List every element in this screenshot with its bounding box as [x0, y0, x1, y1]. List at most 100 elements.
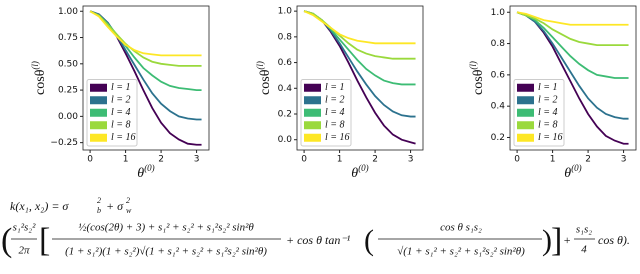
y-tick-label: 0.00 [58, 112, 78, 122]
x-axis-label: θ(0) [351, 163, 368, 181]
legend-swatch [304, 133, 321, 142]
eq-sup: 2 [126, 196, 130, 205]
x-label-base: θ [137, 166, 144, 181]
y-label-sup: (l) [255, 61, 265, 70]
x-tick-label: 3 [621, 155, 627, 165]
x-axis-label: θ(0) [137, 163, 154, 181]
y-tick-label: 0.25 [58, 86, 78, 96]
y-label-sup: (l) [30, 61, 40, 70]
x-tick-label: 2 [158, 155, 164, 165]
legend-swatch [90, 83, 107, 92]
plot-frame [82, 5, 210, 151]
legend-swatch [90, 133, 107, 142]
legend: l = 1 l = 2l = 4 l = 8l = 16 [300, 79, 352, 147]
series-line [89, 10, 202, 67]
legend-label: l = 8 [538, 120, 558, 131]
series-line [303, 10, 416, 86]
legend: l = 1 l = 2l = 4 l = 8l = 16 [86, 79, 138, 147]
y-label-sup: (l) [468, 61, 478, 70]
eq-num: ½(cos(2θ) + 3) + s₁² + s₂² + s₁²s₂² sin²… [78, 222, 254, 234]
eq-paren: ( [364, 224, 374, 257]
x-tick-label: 0 [301, 155, 307, 165]
y-tick-label: 0.0 [278, 135, 293, 145]
legend-swatch [90, 121, 107, 130]
legend-swatch [304, 108, 321, 117]
eq-den: (1 + s₁²)(1 + s₂²)√(1 + s₁² + s₂² + s₁²s… [65, 246, 267, 258]
chart-panel: −0.25 0.00 0.25 0.50 0.75 1.00 0 1 2 3 cosθ(l) θ(0)… [30, 5, 210, 181]
legend-label: l = 4 [538, 107, 558, 118]
legend-label: l = 2 [325, 95, 345, 106]
legend: l = 1 l = 2l = 4 l = 8l = 16 [513, 79, 565, 147]
eq-bracket: [ [39, 222, 50, 259]
series-line [303, 10, 416, 45]
x-axis-label: θ(0) [564, 163, 581, 181]
eq-num: cos θ s₁s₂ [440, 222, 482, 234]
x-label-sup: (0) [571, 163, 582, 173]
legend-swatch [90, 108, 107, 117]
legend-box [86, 79, 138, 147]
eq-paren: ( [1, 222, 12, 259]
legend-swatch [90, 96, 107, 105]
eq-den: 4 [581, 244, 587, 256]
eq-num: s₁²s₂² [13, 222, 37, 234]
x-tick-label: 1 [123, 155, 129, 165]
legend-swatch [517, 96, 534, 105]
y-tick-label: 0.75 [58, 33, 78, 43]
legend-swatch [304, 121, 321, 130]
y-tick-label: 0.8 [491, 39, 506, 49]
legend-swatch [517, 133, 534, 142]
eq-text: + cos θ tan⁻¹ [286, 233, 351, 247]
series-line [516, 11, 629, 79]
series-line [516, 11, 629, 47]
x-tick-label: 2 [372, 155, 378, 165]
x-label-sup: (0) [144, 163, 155, 173]
x-label-base: θ [564, 166, 571, 181]
y-tick-label: 1.0 [278, 7, 293, 17]
legend-label: l = 4 [325, 107, 345, 118]
x-tick-label: 2 [585, 155, 591, 165]
legend-label: l = 8 [325, 120, 345, 131]
legend-label: l = 2 [538, 95, 558, 106]
legend-label: l = 16 [538, 132, 563, 143]
eq-sub: b [97, 206, 101, 215]
y-tick-label: −0.25 [50, 138, 78, 148]
legend-label: l = 2 [111, 95, 131, 106]
legend-swatch [517, 108, 534, 117]
eq-text: k(x₁, x₂) = σ [10, 199, 69, 213]
eq-sup: 2 [97, 196, 101, 205]
y-tick-label: 0.2 [278, 110, 292, 120]
legend-label: l = 1 [325, 82, 345, 93]
x-tick-label: 0 [87, 155, 93, 165]
plot-frame [296, 5, 424, 151]
legend-swatch [304, 96, 321, 105]
series-line [516, 11, 629, 120]
eq-bracket: ] [551, 222, 562, 259]
legend-label: l = 8 [111, 120, 131, 131]
eq-num: s₁s₂ [576, 224, 592, 236]
y-axis-label: cosθ(l) [30, 61, 48, 95]
y-tick-label: 0.4 [278, 84, 293, 94]
y-tick-label: 0.6 [278, 58, 293, 68]
y-tick-label: 0.4 [491, 102, 506, 112]
x-label-sup: (0) [358, 163, 369, 173]
x-tick-label: 3 [408, 155, 414, 165]
legend-label: l = 4 [111, 107, 131, 118]
eq-text: cos θ). [598, 233, 630, 247]
legend-label: l = 1 [111, 82, 131, 93]
eq-sub: w [126, 206, 132, 215]
y-label-base: cosθ [471, 69, 486, 95]
x-tick-label: 3 [194, 155, 200, 165]
series-line [89, 10, 202, 57]
y-tick-label: 0.50 [58, 59, 78, 69]
eq-den: 2π [18, 245, 30, 257]
y-axis-label: cosθ(l) [468, 61, 486, 95]
legend-label: l = 16 [325, 132, 350, 143]
legend-label: l = 1 [538, 82, 558, 93]
chart-panel: 0.2 0.4 0.6 0.8 1.0 0 1 2 3 cosθ(l) θ(0) l = 1 l = 2… [468, 5, 637, 181]
legend-swatch [517, 121, 534, 130]
y-axis-label: cosθ(l) [255, 61, 273, 95]
y-tick-label: 1.0 [491, 8, 506, 18]
series-line [516, 11, 629, 26]
